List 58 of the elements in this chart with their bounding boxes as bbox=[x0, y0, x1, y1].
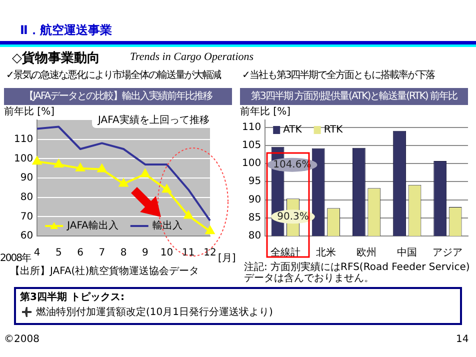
x-tick-label: 欧州 bbox=[356, 246, 377, 259]
text: Ⅱ．航空運送事業 bbox=[20, 22, 112, 39]
text: [月] bbox=[218, 252, 236, 265]
x-tick-label: 10 bbox=[160, 248, 174, 259]
y-axis-title: 前年比 [%] bbox=[4, 106, 55, 118]
legend-label: 輸出入 bbox=[152, 220, 182, 232]
y-axis-title: 前年比 [%] bbox=[240, 106, 291, 118]
text: 第3四半期 トピックス: bbox=[20, 290, 124, 304]
chart-title: 【JAFAデータとの比較】輸出入実績前年比推移 bbox=[4, 88, 232, 105]
legend-label: JAFA輸出入 bbox=[66, 220, 118, 232]
y-tick-label: 70 bbox=[20, 211, 34, 222]
y-tick-label: 85 bbox=[248, 212, 262, 224]
point bbox=[184, 210, 193, 219]
x-tick-label: アジア bbox=[432, 248, 463, 259]
text: 注記: 方面別実績にはRFS(Road Feeder Service)データは含んでおりません。 bbox=[244, 262, 471, 284]
point bbox=[32, 156, 42, 165]
text: 【出所】JAFA(社)航空貨物運送協会データ bbox=[10, 264, 200, 278]
y-tick-label: 100 bbox=[14, 153, 34, 164]
x-tick-label: 7 bbox=[98, 248, 106, 259]
x-tick-label: 11 bbox=[182, 248, 195, 259]
y-tick-label: 100 bbox=[242, 158, 262, 170]
x-tick-label: 中国 bbox=[397, 246, 418, 259]
y-tick-label: 90 bbox=[248, 194, 262, 206]
y-tick-label: 95 bbox=[248, 176, 262, 188]
legend-label: ATK bbox=[283, 124, 302, 136]
x-tick-label: 6 bbox=[77, 248, 84, 259]
text: 2008年 bbox=[0, 252, 30, 265]
chart-subtitle: ✓景気の急速な悪化により市場全体の輸送量が大幅減 bbox=[6, 68, 220, 82]
x-tick-label: 全線計 bbox=[270, 246, 300, 259]
y-tick-label: 105 bbox=[242, 140, 262, 151]
chart-subtitle: ✓当社も第3四半期で全方面ともに搭載率が下落 bbox=[242, 68, 435, 82]
y-tick-label: 60 bbox=[20, 230, 34, 242]
x-tick-label: 北米 bbox=[316, 246, 336, 259]
text: 燃油特別付加運賃額改定(10月1日発行分運送状より) bbox=[36, 306, 273, 319]
point bbox=[76, 163, 85, 172]
chart-title: 第3四半期 方面別提供量(ATK)と輸送量(RTK) 前年比 bbox=[240, 88, 468, 105]
y-tick-label: 80 bbox=[20, 192, 34, 203]
annotation: JAFA実績を上回って推移 bbox=[92, 112, 216, 128]
point bbox=[54, 159, 64, 168]
x-tick-label: 5 bbox=[56, 248, 62, 259]
point bbox=[162, 184, 172, 193]
y-tick-label: 110 bbox=[242, 122, 262, 133]
x-tick-label: 4 bbox=[34, 248, 40, 259]
point bbox=[206, 226, 214, 234]
point bbox=[140, 169, 150, 178]
y-tick-label: 80 bbox=[248, 230, 262, 242]
y-tick-label: 90 bbox=[20, 172, 34, 184]
legend-label: RTK bbox=[324, 124, 344, 136]
text: ◇貨物事業動向 bbox=[12, 50, 100, 67]
point bbox=[97, 164, 106, 172]
text: Trends in Cargo Operations bbox=[130, 51, 254, 63]
x-tick-label: 8 bbox=[120, 248, 127, 259]
y-tick-label: 110 bbox=[14, 134, 34, 145]
x-tick-label: 12 bbox=[204, 248, 216, 259]
point bbox=[119, 178, 128, 187]
text: ©2008 bbox=[4, 334, 40, 345]
text: 14 bbox=[456, 334, 469, 345]
x-tick-label: 9 bbox=[142, 248, 148, 259]
